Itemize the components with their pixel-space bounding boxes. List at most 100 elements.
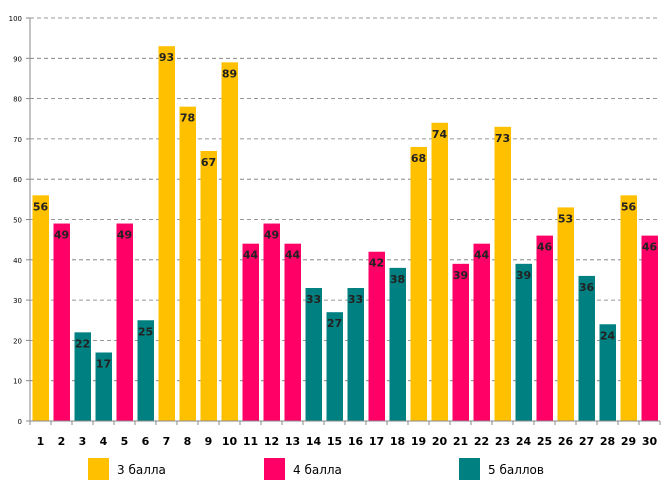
bar [641,235,658,421]
x-tick-label: 7 [163,435,171,448]
bar [515,263,532,421]
data-label: 73 [495,132,510,145]
x-tick-label: 1 [37,435,45,448]
data-label: 25 [138,325,153,338]
bar [599,324,616,421]
x-tick-label: 30 [642,435,658,448]
x-tick-label: 29 [621,435,636,448]
x-tick-label: 13 [285,435,300,448]
y-tick-label: 100 [9,15,22,23]
bar [200,150,217,422]
x-tick-label: 16 [348,435,364,448]
bar [179,106,196,421]
bar [389,267,406,421]
bar [242,243,259,421]
legend-swatch [88,458,109,480]
x-tick-label: 25 [537,435,552,448]
x-tick-label: 26 [558,435,574,448]
data-label: 49 [264,229,279,242]
data-label: 78 [180,112,195,125]
y-tick-label: 10 [13,378,22,386]
data-label: 38 [390,273,405,286]
data-label: 53 [558,212,573,225]
data-label: 33 [306,293,321,306]
y-tick-label: 60 [13,176,22,184]
x-tick-label: 27 [579,435,594,448]
x-tick-label: 28 [600,435,615,448]
x-tick-label: 8 [184,435,192,448]
data-label: 44 [243,249,259,262]
bar [221,62,238,422]
data-label: 49 [54,229,69,242]
bar [431,122,448,421]
x-tick-label: 14 [306,435,322,448]
x-tick-label: 22 [474,435,489,448]
data-label: 44 [285,249,301,262]
bar [557,207,574,421]
bar [95,352,112,421]
x-tick-label: 2 [58,435,66,448]
data-label: 56 [621,200,637,213]
data-label: 67 [201,156,216,169]
bar [410,146,427,421]
y-tick-label: 90 [13,55,22,63]
data-label: 89 [222,67,237,80]
data-label: 56 [33,200,49,213]
data-label: 93 [159,51,174,64]
data-label: 49 [117,229,132,242]
data-label: 46 [537,241,553,254]
bar [158,46,175,422]
data-label: 36 [579,281,595,294]
bar [473,243,490,421]
legend-label: 5 баллов [488,463,544,477]
bar [368,251,385,421]
legend-label: 4 балла [293,463,342,477]
legend-label: 3 балла [117,463,166,477]
x-tick-label: 6 [142,435,150,448]
data-label: 44 [474,249,490,262]
x-tick-label: 23 [495,435,510,448]
x-tick-label: 15 [327,435,342,448]
x-tick-label: 10 [222,435,238,448]
data-label: 27 [327,317,342,330]
bar [32,195,49,421]
data-label: 46 [642,241,658,254]
bar [74,332,91,421]
x-tick-label: 3 [79,435,87,448]
y-tick-label: 50 [13,217,22,225]
data-label: 39 [453,269,468,282]
data-label: 33 [348,293,363,306]
y-tick-label: 40 [13,257,22,265]
bar [137,320,154,421]
data-label: 39 [516,269,531,282]
x-tick-label: 12 [264,435,279,448]
x-tick-label: 19 [411,435,426,448]
bar [284,243,301,421]
y-tick-label: 20 [13,337,22,345]
bar [347,288,364,421]
data-label: 22 [75,337,90,350]
data-label: 68 [411,152,426,165]
bar [53,223,70,421]
data-label: 74 [432,128,448,141]
x-tick-label: 17 [369,435,384,448]
bar [536,235,553,421]
bar [494,126,511,421]
x-tick-label: 11 [243,435,258,448]
x-tick-label: 9 [205,435,213,448]
x-tick-label: 21 [453,435,468,448]
x-tick-label: 20 [432,435,448,448]
x-tick-label: 24 [516,435,532,448]
y-tick-label: 0 [18,418,22,426]
data-label: 42 [369,257,384,270]
y-tick-label: 30 [13,297,22,305]
x-tick-label: 18 [390,435,405,448]
legend-swatch [459,458,480,480]
legend-swatch [264,458,285,480]
data-label: 17 [96,357,111,370]
y-tick-label: 80 [13,96,22,104]
bar [326,312,343,421]
bar [305,288,322,421]
bar [620,195,637,421]
